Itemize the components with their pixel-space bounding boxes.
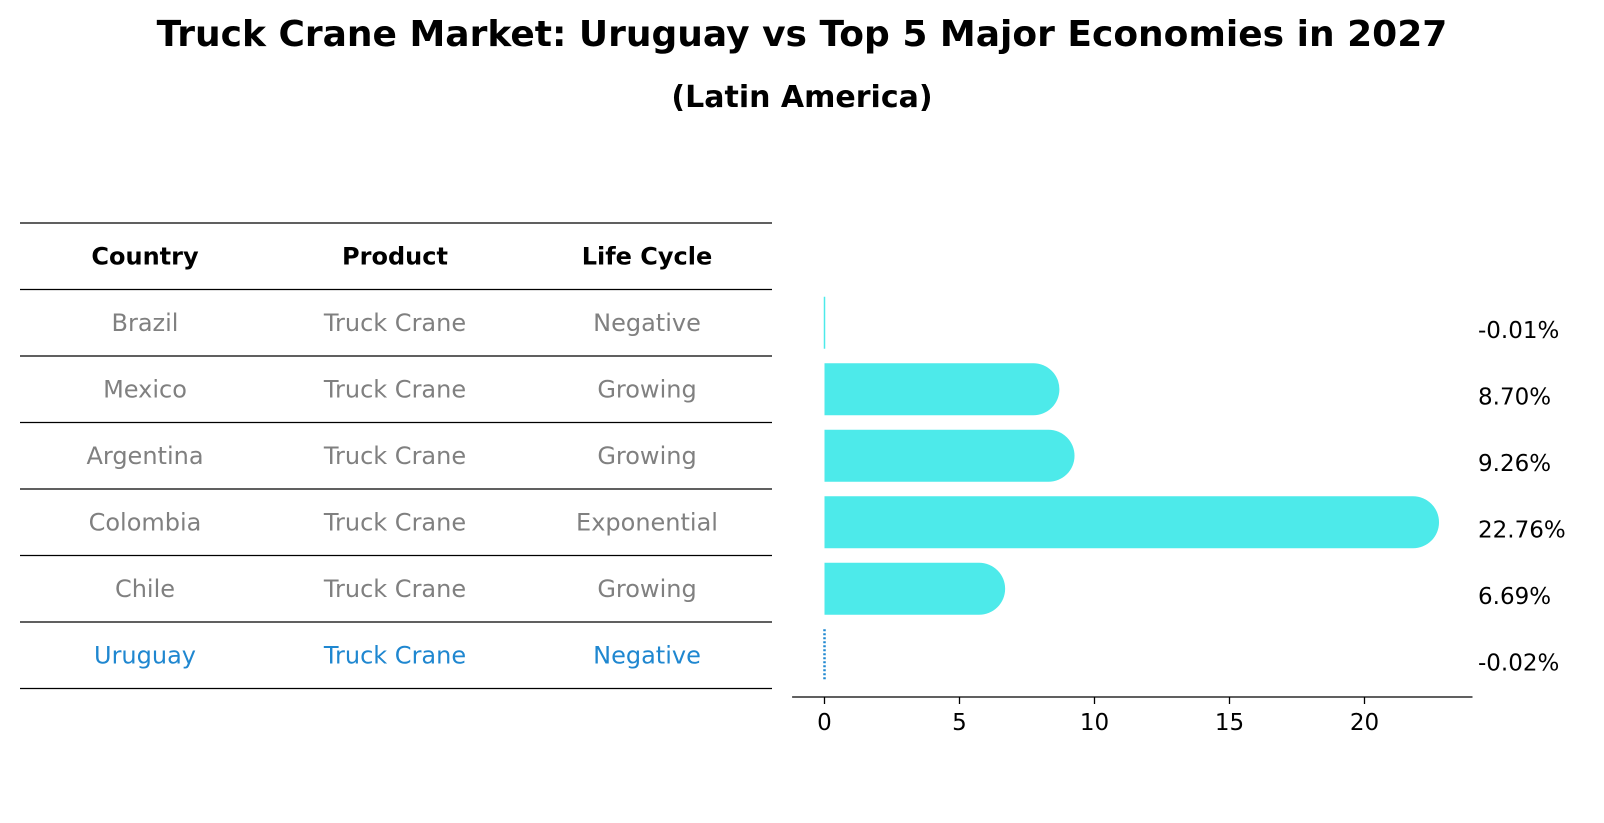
table-cell-life-cycle: Growing bbox=[597, 375, 696, 403]
table-header-cell: Product bbox=[342, 242, 448, 270]
x-tick-label: 15 bbox=[1215, 710, 1244, 736]
x-tick-label: 0 bbox=[817, 710, 832, 736]
table-cell-country: Uruguay bbox=[94, 641, 196, 669]
bar-value-label: 8.70% bbox=[1478, 384, 1551, 410]
bar-value-label: 6.69% bbox=[1478, 584, 1551, 610]
table-cell-country: Colombia bbox=[89, 508, 202, 536]
table-cell-life-cycle: Growing bbox=[597, 575, 696, 603]
table-cell-country: Mexico bbox=[103, 375, 187, 403]
bar bbox=[824, 562, 1006, 615]
table-header-cell: Life Cycle bbox=[582, 242, 713, 270]
chart-subtitle: (Latin America) bbox=[671, 80, 933, 115]
table-cell-product: Truck Crane bbox=[323, 442, 466, 470]
table-cell-life-cycle: Negative bbox=[593, 309, 701, 337]
table-cell-product: Truck Crane bbox=[323, 641, 466, 669]
table-cell-life-cycle: Growing bbox=[597, 442, 696, 470]
table-cell-life-cycle: Negative bbox=[593, 641, 701, 669]
bar bbox=[824, 429, 1075, 482]
table-cell-life-cycle: Exponential bbox=[576, 508, 718, 536]
table-cell-country: Chile bbox=[115, 575, 175, 603]
table-cell-product: Truck Crane bbox=[323, 508, 466, 536]
x-tick-label: 20 bbox=[1350, 710, 1379, 736]
table-cell-product: Truck Crane bbox=[323, 575, 466, 603]
chart-title: Truck Crane Market: Uruguay vs Top 5 Maj… bbox=[156, 14, 1448, 55]
table-cell-country: Argentina bbox=[86, 442, 203, 470]
bar-value-label: 22.76% bbox=[1478, 517, 1566, 543]
table-cell-product: Truck Crane bbox=[323, 375, 466, 403]
data-table: Country Product Life Cycle Brazil Truck Cran… bbox=[20, 222, 772, 690]
bar-value-label: -0.02% bbox=[1478, 650, 1559, 676]
bar bbox=[824, 363, 1060, 416]
table-cell-product: Truck Crane bbox=[323, 309, 466, 337]
x-tick-label: 5 bbox=[952, 710, 967, 736]
table-header-cell: Country bbox=[91, 242, 199, 270]
bar-value-label: 9.26% bbox=[1478, 451, 1551, 477]
x-tick-label: 10 bbox=[1080, 710, 1109, 736]
bar-chart: -0.01% 8.70% 9.26% 22.76% 6.69% -0.02% bbox=[823, 296, 1566, 682]
x-axis: 0 5 10 15 20 bbox=[792, 696, 1473, 736]
bar-value-label: -0.01% bbox=[1478, 318, 1559, 344]
bar bbox=[824, 496, 1440, 549]
table-cell-country: Brazil bbox=[112, 309, 179, 337]
